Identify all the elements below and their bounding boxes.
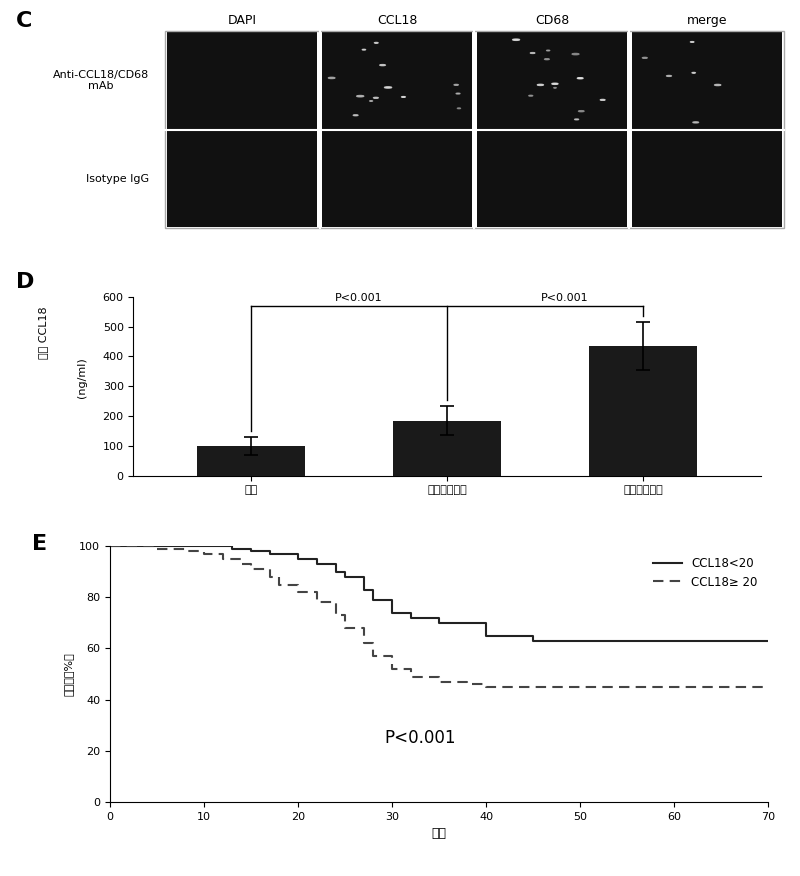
Ellipse shape — [578, 110, 584, 112]
Ellipse shape — [374, 97, 378, 98]
Text: (ng/ml): (ng/ml) — [78, 357, 87, 398]
Ellipse shape — [513, 39, 519, 40]
Ellipse shape — [642, 57, 647, 59]
Text: merge: merge — [686, 14, 727, 26]
Text: C: C — [16, 11, 32, 31]
Text: CCL18: CCL18 — [377, 14, 418, 26]
Ellipse shape — [354, 115, 358, 116]
Text: D: D — [16, 272, 34, 292]
Text: Anti-CCL18/CD68
mAb: Anti-CCL18/CD68 mAb — [53, 69, 149, 91]
Ellipse shape — [693, 122, 698, 123]
Ellipse shape — [545, 59, 550, 60]
Text: E: E — [31, 534, 46, 554]
Ellipse shape — [538, 84, 543, 86]
Ellipse shape — [572, 53, 579, 54]
Text: 血清 CCL18: 血清 CCL18 — [38, 307, 48, 359]
Ellipse shape — [666, 75, 671, 76]
Text: DAPI: DAPI — [228, 14, 257, 26]
Ellipse shape — [578, 78, 583, 79]
Ellipse shape — [380, 65, 386, 66]
Text: Isotype IgG: Isotype IgG — [86, 173, 149, 184]
Ellipse shape — [357, 95, 364, 97]
Text: CD68: CD68 — [534, 14, 569, 26]
Ellipse shape — [552, 83, 558, 84]
Ellipse shape — [385, 87, 391, 88]
Ellipse shape — [714, 84, 721, 86]
Ellipse shape — [329, 77, 335, 79]
